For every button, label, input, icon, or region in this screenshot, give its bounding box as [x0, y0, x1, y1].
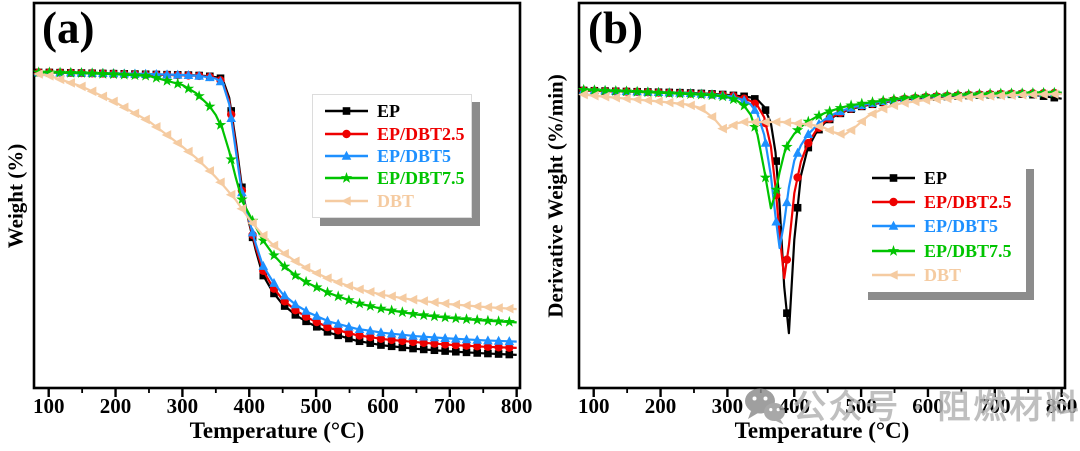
legend-item: EP/DBT7.5 — [870, 240, 1016, 262]
legend-label-ep-dbt2-5: EP/DBT2.5 — [377, 123, 465, 144]
x-tick-label: 700 — [979, 394, 1011, 418]
x-tick-label: 800 — [500, 394, 533, 418]
legend-label-dbt: DBT — [924, 264, 962, 285]
legend-label-ep: EP — [377, 101, 401, 122]
y-axis-title-a: Weight (%) — [3, 143, 28, 249]
watermark: 公众号 · 阻燃材料 — [744, 387, 1080, 430]
legend-label-ep-dbt2-5: EP/DBT2.5 — [924, 192, 1012, 213]
legend-label-ep-dbt7-5: EP/DBT7.5 — [924, 240, 1012, 261]
x-tick-label: 300 — [711, 394, 744, 418]
legend-marker-ep-dbt2-5 — [870, 194, 917, 210]
legend-marker-ep-dbt7-5 — [870, 243, 917, 259]
legend-marker-ep-dbt5 — [870, 218, 917, 234]
x-tick-label: 100 — [32, 394, 65, 418]
legend-label-ep-dbt5: EP/DBT5 — [924, 216, 999, 237]
panel-label-b: (b) — [588, 3, 643, 53]
x-axis-title-a: Temperature (°C) — [189, 418, 365, 443]
x-tick-label: 400 — [233, 394, 266, 418]
legend-item: DBT — [870, 264, 1016, 286]
y-axis-title-b: Derivative Weight (%/min) — [543, 74, 568, 318]
legend-marker-dbt — [870, 267, 917, 283]
x-tick-label: 700 — [434, 394, 466, 418]
legend-marker-dbt — [323, 193, 370, 209]
x-axis-title-b: Temperature (°C) — [734, 418, 910, 443]
legend-item: EP/DBT5 — [870, 215, 1016, 237]
legend-label-ep: EP — [924, 168, 948, 189]
wechat-icon — [744, 387, 786, 430]
legend-marker-ep-dbt2-5 — [323, 126, 370, 142]
x-tick-label: 100 — [577, 394, 610, 418]
legend-panel-a: EP EP/DBT2.5 EP/DBT5 EP/DBT7.5 DBT — [312, 94, 472, 218]
x-tick-label: 200 — [99, 394, 132, 418]
legend-item: DBT — [323, 190, 461, 212]
legend-marker-ep-dbt7-5 — [323, 170, 370, 186]
legend-item: EP/DBT2.5 — [870, 191, 1016, 213]
x-tick-label: 300 — [166, 394, 199, 418]
legend-marker-ep-dbt5 — [323, 148, 370, 164]
legend-item: EP/DBT5 — [323, 145, 461, 167]
x-tick-label: 500 — [300, 394, 332, 418]
legend-marker-ep — [870, 170, 917, 186]
watermark-text: 公众号 · 阻燃材料 — [793, 389, 1080, 426]
x-tick-label: 800 — [1045, 394, 1078, 418]
legend-label-ep-dbt7-5: EP/DBT7.5 — [377, 168, 465, 189]
x-tick-label: 500 — [845, 394, 877, 418]
x-tick-label: 600 — [367, 394, 399, 418]
legend-panel-b: EP EP/DBT2.5 EP/DBT5 EP/DBT7.5 DBT — [860, 161, 1026, 292]
x-tick-label: 600 — [912, 394, 944, 418]
panel-label-a: (a) — [42, 3, 95, 53]
legend-label-ep-dbt5: EP/DBT5 — [377, 145, 452, 166]
x-tick-label: 200 — [644, 394, 677, 418]
legend-item: EP — [323, 100, 461, 122]
legend-item: EP/DBT2.5 — [323, 123, 465, 145]
legend-marker-ep — [323, 103, 370, 119]
legend-item: EP — [870, 167, 1016, 189]
legend-label-dbt: DBT — [377, 190, 415, 211]
legend-item: EP/DBT7.5 — [323, 167, 465, 189]
